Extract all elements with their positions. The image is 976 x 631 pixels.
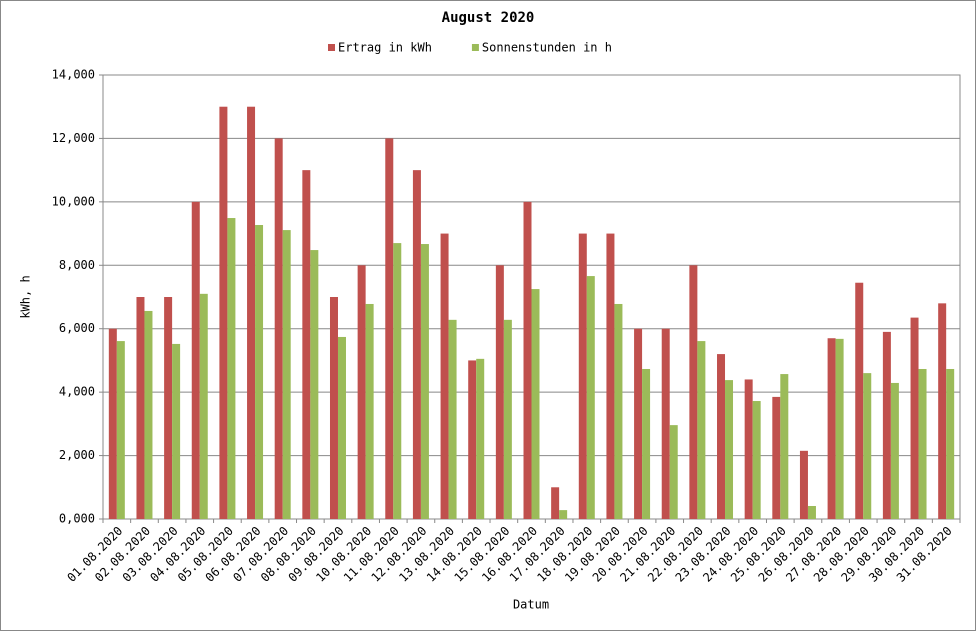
bar xyxy=(385,138,394,519)
bar xyxy=(329,297,338,519)
legend-label: Ertrag in kWh xyxy=(338,41,432,55)
bar xyxy=(586,276,595,519)
legend-swatch xyxy=(328,44,335,51)
bar xyxy=(172,343,181,519)
bar xyxy=(642,368,651,519)
y-tick-label: 4,000 xyxy=(59,385,95,399)
bar xyxy=(420,244,429,519)
bar xyxy=(855,282,864,519)
bar xyxy=(725,380,734,519)
bar xyxy=(744,379,753,519)
bar xyxy=(448,319,457,519)
bar xyxy=(717,354,726,519)
bar xyxy=(440,233,449,520)
bar xyxy=(302,170,311,519)
bar xyxy=(772,396,781,519)
bar xyxy=(108,328,117,519)
y-tick-label: 14,000 xyxy=(52,68,95,82)
bar xyxy=(578,233,587,520)
bar xyxy=(890,382,899,519)
bar xyxy=(412,170,421,519)
legend-swatch xyxy=(471,44,479,51)
bar xyxy=(523,201,532,519)
bar xyxy=(255,225,264,519)
bar xyxy=(827,338,836,519)
y-axis-label: kWh, h xyxy=(19,275,33,318)
bar xyxy=(752,401,761,519)
bar xyxy=(357,265,366,519)
y-tick-label: 10,000 xyxy=(52,194,95,208)
bar xyxy=(531,289,540,519)
bar xyxy=(199,293,208,519)
bar xyxy=(219,106,228,519)
y-tick-label: 12,000 xyxy=(52,131,95,145)
bar xyxy=(780,374,789,519)
bar xyxy=(946,368,955,519)
bar xyxy=(910,317,919,519)
bar xyxy=(863,373,872,519)
bar xyxy=(136,297,145,519)
bar xyxy=(144,310,153,519)
bar xyxy=(689,265,698,519)
legend-label: Sonnenstunden in h xyxy=(482,41,612,55)
bar xyxy=(606,233,615,520)
bar xyxy=(274,138,283,519)
bar xyxy=(495,265,504,519)
y-tick-label: 2,000 xyxy=(59,448,95,462)
bar xyxy=(393,243,402,520)
bar xyxy=(882,331,891,519)
bar xyxy=(310,250,319,519)
y-tick-label: 6,000 xyxy=(59,321,95,335)
bar xyxy=(669,425,678,519)
bar xyxy=(503,319,512,519)
bar xyxy=(634,328,643,519)
bar xyxy=(614,303,623,519)
y-tick-label: 8,000 xyxy=(59,258,95,272)
bar xyxy=(551,487,560,519)
chart-title: August 2020 xyxy=(442,10,535,26)
bar xyxy=(476,358,485,519)
bar xyxy=(661,328,670,519)
bar xyxy=(191,201,200,519)
bar xyxy=(282,230,291,519)
y-tick-label: 0,000 xyxy=(59,512,95,526)
bar xyxy=(247,106,256,519)
bar xyxy=(807,505,816,519)
bar xyxy=(164,297,173,519)
bar xyxy=(918,368,927,519)
bar xyxy=(697,341,706,519)
bar xyxy=(227,218,236,519)
bar xyxy=(559,510,568,519)
bar xyxy=(835,338,844,519)
bar xyxy=(116,341,125,519)
bar xyxy=(337,336,346,519)
bar xyxy=(938,303,947,519)
x-axis-label: Datum xyxy=(513,598,549,612)
bar xyxy=(799,450,808,519)
bar xyxy=(365,303,374,519)
bar xyxy=(468,360,477,519)
